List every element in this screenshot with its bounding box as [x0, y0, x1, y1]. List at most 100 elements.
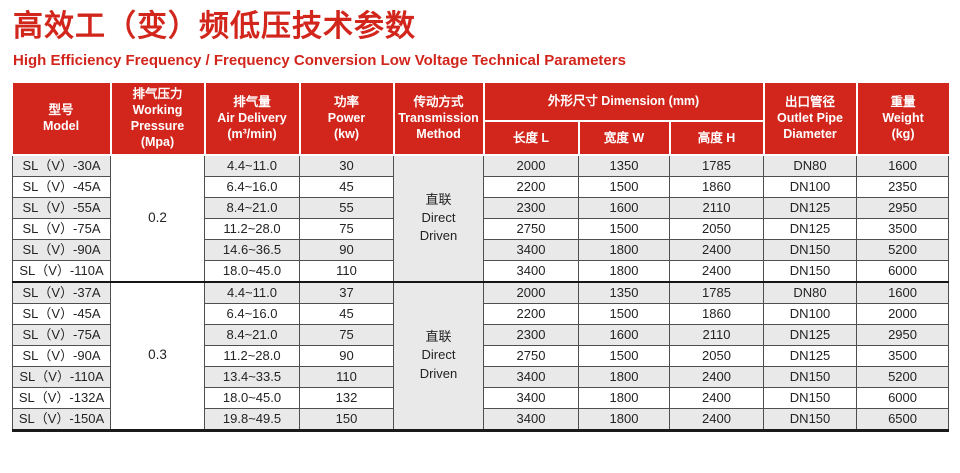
header-transmission-method: 传动方式 Transmission Method	[392, 82, 485, 156]
table-body: SL（V）-30A 0.2 4.4~11.0 30 直联 Direct Driven 20…	[12, 154, 950, 431]
cell-weight: 1600	[856, 154, 950, 177]
header-width: 宽度 W	[577, 119, 671, 156]
cell-transmission-method: 直联 Direct Driven	[393, 280, 484, 431]
cell-power: 75	[299, 323, 394, 346]
cell-model: SL（V）-55A	[12, 196, 111, 219]
cell-width: 1350	[578, 280, 670, 304]
table-row: SL（V）-132A 18.0~45.0 132 3400 1800 2400 DN150 6…	[12, 386, 950, 409]
page-title: 高效工（变）频低压技术参数	[13, 10, 416, 43]
cell-outlet-pipe-diameter: DN100	[763, 302, 858, 325]
cell-air-delivery: 11.2~28.0	[204, 344, 300, 367]
cell-width: 1800	[578, 365, 670, 388]
cell-weight: 5200	[856, 238, 950, 261]
cell-outlet-pipe-diameter: DN80	[763, 154, 858, 177]
cell-length: 2300	[483, 196, 579, 219]
cell-weight: 5200	[856, 365, 950, 388]
cell-height: 2110	[668, 196, 765, 219]
cell-model: SL（V）-75A	[12, 323, 111, 346]
cell-height: 2050	[668, 344, 765, 367]
catalog-page: 高效工（变）频低压技术参数 High Efficiency Frequency …	[0, 8, 960, 473]
cell-air-delivery: 13.4~33.5	[204, 365, 300, 388]
header-working-pressure: 排气压力 Working Pressure (Mpa)	[109, 82, 206, 156]
technical-parameters-table: 型号 Model 排气压力 Working Pressure (Mpa) 排气量…	[12, 82, 950, 432]
cell-length: 2000	[483, 280, 579, 304]
cell-air-delivery: 4.4~11.0	[204, 154, 300, 177]
cell-weight: 2350	[856, 175, 950, 198]
cell-outlet-pipe-diameter: DN150	[763, 238, 858, 261]
cell-power: 45	[299, 175, 394, 198]
header-power: 功率 Power (kw)	[298, 82, 395, 156]
cell-width: 1800	[578, 259, 670, 282]
cell-outlet-pipe-diameter: DN125	[763, 217, 858, 240]
cell-height: 2400	[668, 407, 765, 431]
table-row: SL（V）-150A 19.8~49.5 150 3400 1800 2400 DN150 6…	[12, 407, 950, 431]
table-header: 型号 Model 排气压力 Working Pressure (Mpa) 排气量…	[12, 82, 949, 156]
table-row: SL（V）-110A 13.4~33.5 110 3400 1800 2400 DN150 5…	[12, 365, 950, 388]
cell-outlet-pipe-diameter: DN125	[763, 323, 858, 346]
cell-air-delivery: 18.0~45.0	[204, 386, 300, 409]
cell-outlet-pipe-diameter: DN125	[763, 344, 858, 367]
cell-model: SL（V）-132A	[12, 386, 111, 409]
cell-outlet-pipe-diameter: DN80	[763, 280, 858, 304]
cell-length: 2200	[483, 302, 579, 325]
cell-power: 75	[299, 217, 394, 240]
cell-width: 1500	[578, 175, 670, 198]
cell-power: 110	[299, 259, 394, 282]
header-model: 型号 Model	[12, 82, 112, 156]
cell-height: 2110	[668, 323, 765, 346]
page-subtitle: High Efficiency Frequency / Frequency Co…	[13, 51, 626, 69]
cell-air-delivery: 14.6~36.5	[204, 238, 300, 261]
cell-outlet-pipe-diameter: DN150	[763, 386, 858, 409]
cell-model: SL（V）-75A	[12, 217, 111, 240]
cell-air-delivery: 18.0~45.0	[204, 259, 300, 282]
cell-outlet-pipe-diameter: DN150	[763, 259, 858, 282]
cell-width: 1500	[578, 344, 670, 367]
cell-length: 2000	[483, 154, 579, 177]
cell-model: SL（V）-45A	[12, 302, 111, 325]
cell-outlet-pipe-diameter: DN100	[763, 175, 858, 198]
cell-model: SL（V）-30A	[12, 154, 111, 177]
cell-width: 1500	[578, 217, 670, 240]
cell-power: 30	[299, 154, 394, 177]
cell-width: 1600	[578, 323, 670, 346]
cell-weight: 2950	[856, 196, 950, 219]
cell-air-delivery: 8.4~21.0	[204, 196, 300, 219]
cell-height: 2400	[668, 386, 765, 409]
cell-air-delivery: 4.4~11.0	[204, 280, 300, 304]
cell-length: 2750	[483, 344, 579, 367]
cell-height: 1860	[668, 175, 765, 198]
cell-weight: 2950	[856, 323, 950, 346]
cell-length: 3400	[483, 238, 579, 261]
cell-outlet-pipe-diameter: DN125	[763, 196, 858, 219]
cell-model: SL（V）-110A	[12, 259, 111, 282]
table-row: SL（V）-90A 14.6~36.5 90 3400 1800 2400 DN150 520…	[12, 238, 950, 261]
cell-model: SL（V）-90A	[12, 238, 111, 261]
cell-height: 2400	[668, 259, 765, 282]
cell-height: 1860	[668, 302, 765, 325]
table-row: SL（V）-110A 18.0~45.0 110 3400 1800 2400 DN150 6…	[12, 259, 950, 282]
cell-width: 1800	[578, 407, 670, 431]
cell-length: 3400	[483, 386, 579, 409]
header-weight: 重量 Weight (kg)	[855, 82, 949, 156]
table-row: SL（V）-37A 0.3 4.4~11.0 37 直联 Direct Driven 20…	[12, 280, 950, 431]
cell-height: 2400	[668, 238, 765, 261]
cell-length: 3400	[483, 407, 579, 431]
cell-outlet-pipe-diameter: DN150	[763, 365, 858, 388]
cell-width: 1500	[578, 302, 670, 325]
table-row: SL（V）-45A 6.4~16.0 45 2200 1500 1860 DN100 2350	[12, 175, 950, 198]
cell-weight: 6500	[856, 407, 950, 431]
header-dimension-group: 外形尺寸 Dimension (mm)	[482, 82, 765, 122]
cell-model: SL（V）-90A	[12, 344, 111, 367]
cell-height: 2050	[668, 217, 765, 240]
cell-power: 37	[299, 280, 394, 304]
cell-air-delivery: 19.8~49.5	[204, 407, 300, 431]
cell-power: 55	[299, 196, 394, 219]
cell-power: 150	[299, 407, 394, 431]
cell-width: 1350	[578, 154, 670, 177]
table-row: SL（V）-75A 8.4~21.0 75 2300 1600 2110 DN125 2950	[12, 323, 950, 346]
cell-working-pressure: 0.2	[110, 154, 205, 282]
cell-length: 2750	[483, 217, 579, 240]
header-height: 高度 H	[668, 119, 765, 156]
cell-power: 45	[299, 302, 394, 325]
cell-length: 2200	[483, 175, 579, 198]
